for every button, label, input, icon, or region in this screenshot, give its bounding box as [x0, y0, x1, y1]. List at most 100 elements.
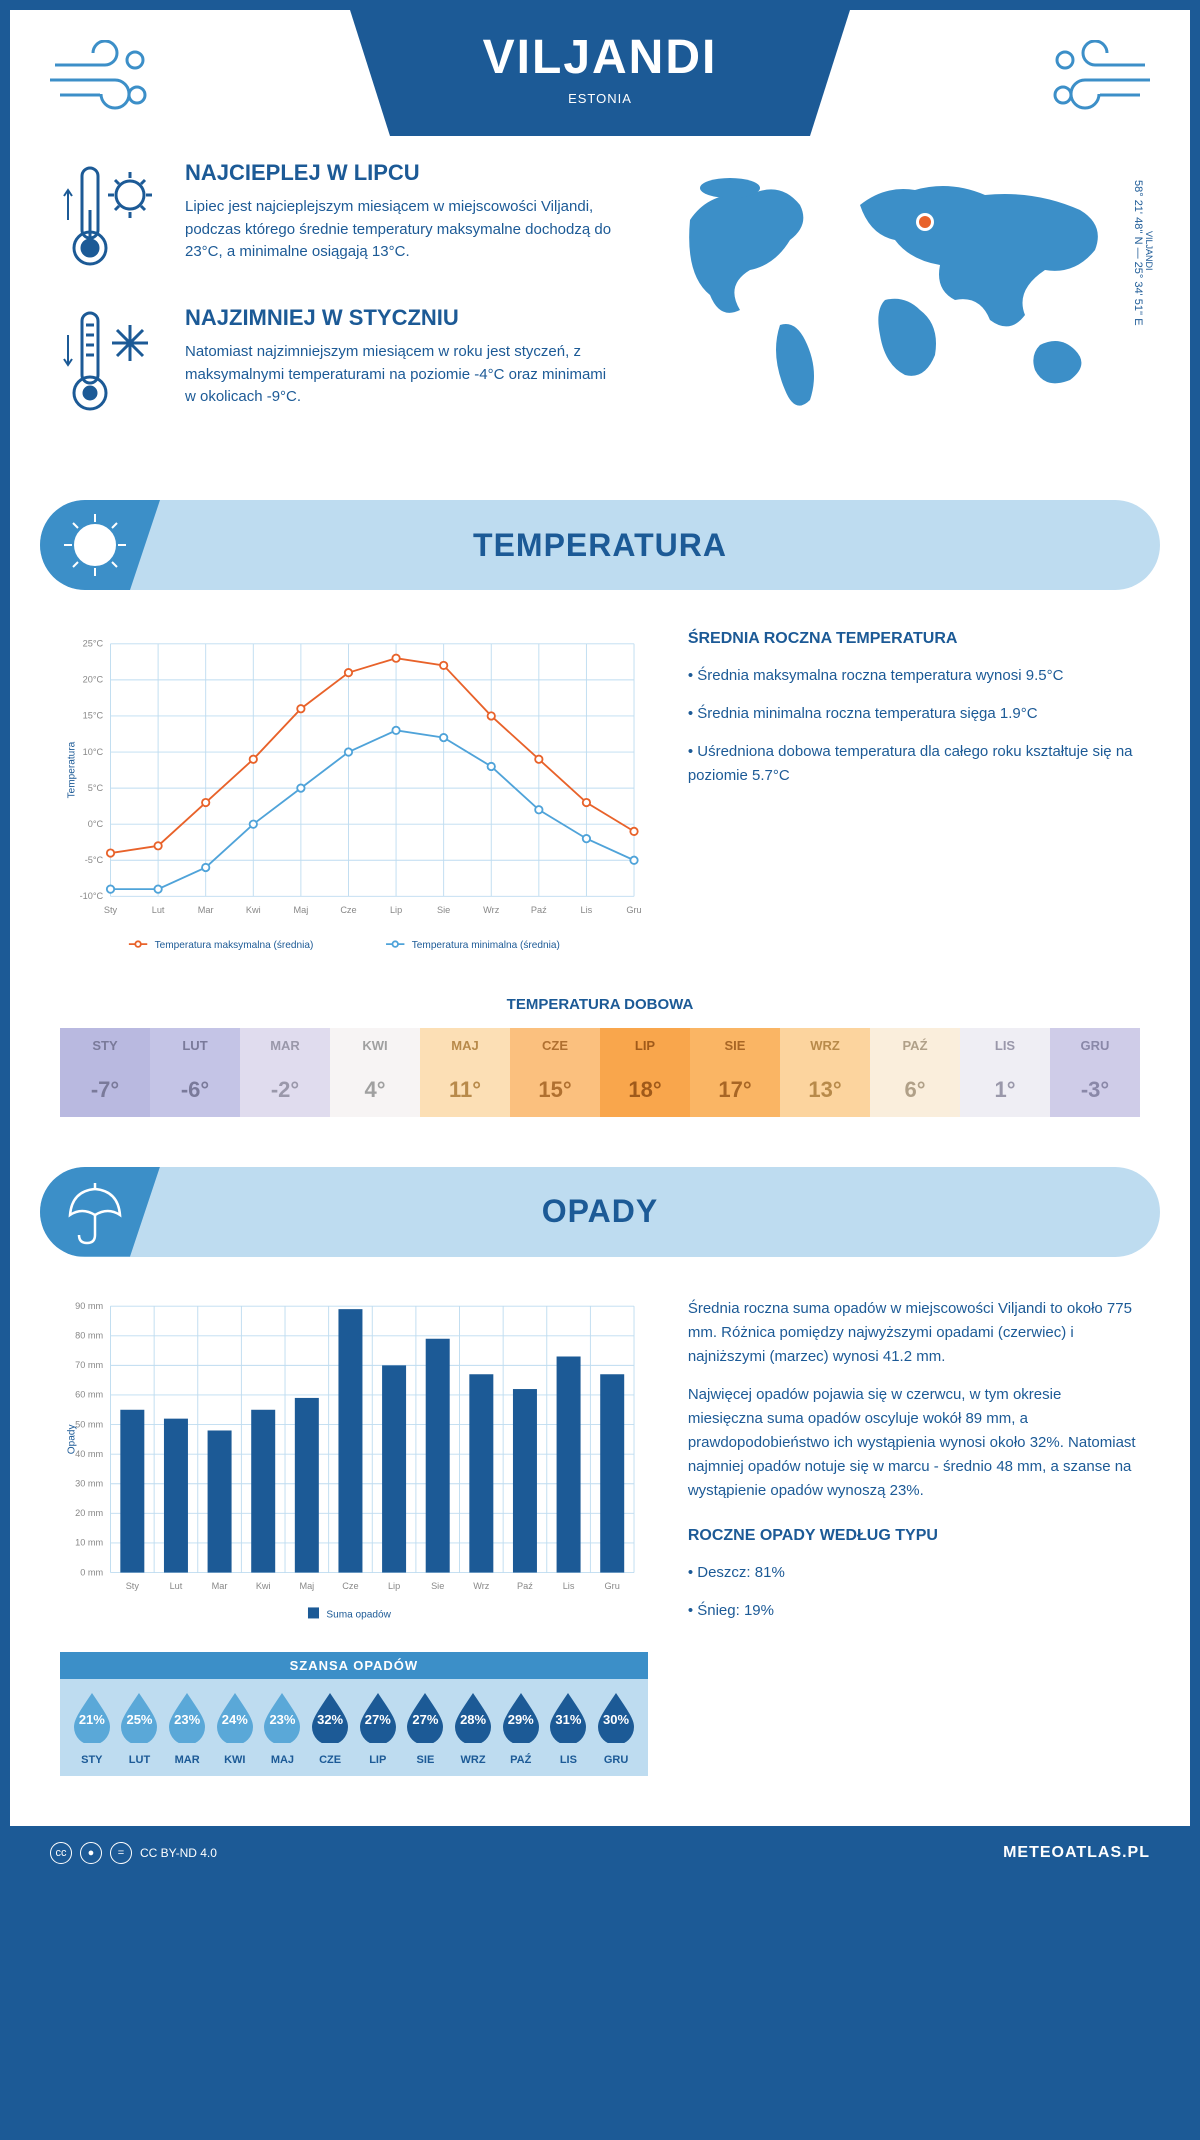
temp-summary-item: Średnia minimalna roczna temperatura się…: [688, 702, 1140, 726]
daily-temp-cell: WRZ13°: [780, 1028, 870, 1117]
rain-chance-cell: 32% CZE: [306, 1691, 354, 1766]
section-header-rain: OPADY: [40, 1167, 1160, 1257]
svg-text:Sty: Sty: [104, 905, 118, 915]
svg-text:10 mm: 10 mm: [75, 1537, 103, 1547]
daily-temp-section: TEMPERATURA DOBOWA STY-7°LUT-6°MAR-2°KWI…: [10, 996, 1190, 1147]
svg-text:Kwi: Kwi: [246, 905, 261, 915]
svg-text:Lip: Lip: [388, 1581, 400, 1591]
infographic-page: VILJANDI ESTONIA: [10, 10, 1190, 1880]
fact-warmest: NAJCIEPLEJ W LIPCU Lipiec jest najcieple…: [60, 160, 620, 275]
svg-text:Maj: Maj: [299, 1581, 314, 1591]
svg-text:0°C: 0°C: [88, 819, 104, 829]
daily-temp-cell: MAJ11°: [420, 1028, 510, 1117]
rain-chance-cell: 27% SIE: [402, 1691, 450, 1766]
svg-text:15°C: 15°C: [83, 711, 104, 721]
license: cc ● = CC BY-ND 4.0: [50, 1842, 217, 1864]
daily-temp-cell: CZE15°: [510, 1028, 600, 1117]
svg-text:Kwi: Kwi: [256, 1581, 271, 1591]
svg-text:80 mm: 80 mm: [75, 1330, 103, 1340]
temp-summary-list: Średnia maksymalna roczna temperatura wy…: [688, 664, 1140, 788]
svg-text:Paź: Paź: [517, 1581, 533, 1591]
svg-text:5°C: 5°C: [88, 783, 104, 793]
svg-text:-5°C: -5°C: [85, 855, 104, 865]
rain-chance-cell: 23% MAR: [163, 1691, 211, 1766]
svg-text:Sie: Sie: [431, 1581, 444, 1591]
daily-temp-cell: SIE17°: [690, 1028, 780, 1117]
svg-text:Cze: Cze: [340, 905, 356, 915]
site-name: METEOATLAS.PL: [1003, 1844, 1150, 1862]
daily-temp-cell: GRU-3°: [1050, 1028, 1140, 1117]
temperature-line-chart: -10°C -5°C 0°C 5°C 10°C 15°C 20°C 25°C Sty Lut Mar…: [60, 630, 648, 961]
svg-text:20°C: 20°C: [83, 675, 104, 685]
fact-coldest-text: Natomiast najzimniejszym miesiącem w rok…: [185, 341, 620, 409]
rain-bar-chart: 0 mm10 mm20 mm30 mm40 mm50 mm60 mm70 mm8…: [60, 1297, 648, 1628]
svg-text:40 mm: 40 mm: [75, 1449, 103, 1459]
rain-chance-cell: 31% LIS: [545, 1691, 593, 1766]
rain-paragraph: Najwięcej opadów pojawia się w czerwcu, …: [688, 1383, 1140, 1503]
svg-text:Lut: Lut: [170, 1581, 183, 1591]
intro-section: NAJCIEPLEJ W LIPCU Lipiec jest najcieple…: [10, 150, 1190, 480]
daily-temp-cell: LIP18°: [600, 1028, 690, 1117]
svg-text:30 mm: 30 mm: [75, 1478, 103, 1488]
rain-type-item: Deszcz: 81%: [688, 1561, 1140, 1585]
daily-temp-title: TEMPERATURA DOBOWA: [60, 996, 1140, 1013]
daily-temp-cell: LUT-6°: [150, 1028, 240, 1117]
daily-temp-cell: MAR-2°: [240, 1028, 330, 1117]
svg-text:90 mm: 90 mm: [75, 1301, 103, 1311]
title-banner: VILJANDI ESTONIA: [350, 10, 850, 136]
svg-text:Wrz: Wrz: [483, 905, 500, 915]
svg-text:10°C: 10°C: [83, 747, 104, 757]
svg-text:-10°C: -10°C: [80, 891, 104, 901]
thermometer-sun-icon: [60, 160, 160, 275]
header: VILJANDI ESTONIA: [10, 10, 1190, 150]
rain-chance-title: SZANSA OPADÓW: [60, 1652, 648, 1679]
rain-chance-cell: 29% PAŹ: [497, 1691, 545, 1766]
rain-chance-cell: 23% MAJ: [259, 1691, 307, 1766]
rain-type-item: Śnieg: 19%: [688, 1599, 1140, 1623]
svg-text:Suma opadów: Suma opadów: [326, 1609, 391, 1620]
svg-text:Opady: Opady: [67, 1423, 78, 1454]
daily-temp-cell: LIS1°: [960, 1028, 1050, 1117]
wind-icon: [1045, 40, 1155, 125]
temp-summary-item: Średnia maksymalna roczna temperatura wy…: [688, 664, 1140, 688]
rain-type-title: ROCZNE OPADY WEDŁUG TYPU: [688, 1527, 1140, 1545]
rain-type-list: Deszcz: 81% Śnieg: 19%: [688, 1561, 1140, 1623]
section-title: TEMPERATURA: [473, 527, 727, 564]
svg-text:20 mm: 20 mm: [75, 1508, 103, 1518]
svg-text:60 mm: 60 mm: [75, 1389, 103, 1399]
section-title: OPADY: [542, 1193, 658, 1230]
fact-coldest-title: NAJZIMNIEJ W STYCZNIU: [185, 305, 620, 331]
rain-chance-panel: SZANSA OPADÓW 21% STY 25% LUT 23% MAR: [60, 1652, 648, 1776]
svg-text:Temperatura maksymalna (średni: Temperatura maksymalna (średnia): [155, 940, 314, 951]
city-title: VILJANDI: [440, 30, 760, 85]
rain-paragraph: Średnia roczna suma opadów w miejscowośc…: [688, 1297, 1140, 1369]
rain-chance-cell: 24% KWI: [211, 1691, 259, 1766]
svg-text:25°C: 25°C: [83, 639, 104, 649]
svg-text:Maj: Maj: [293, 905, 308, 915]
svg-text:Gru: Gru: [626, 905, 641, 915]
fact-warmest-text: Lipiec jest najcieplejszym miesiącem w m…: [185, 196, 620, 264]
svg-text:Lis: Lis: [563, 1581, 575, 1591]
svg-text:Cze: Cze: [342, 1581, 358, 1591]
svg-text:Sie: Sie: [437, 905, 450, 915]
svg-text:Mar: Mar: [198, 905, 214, 915]
svg-text:Lis: Lis: [581, 905, 593, 915]
svg-text:Gru: Gru: [605, 1581, 620, 1591]
rain-chance-cell: 27% LIP: [354, 1691, 402, 1766]
svg-text:Wrz: Wrz: [473, 1581, 490, 1591]
footer: cc ● = CC BY-ND 4.0 METEOATLAS.PL: [10, 1826, 1190, 1880]
country-subtitle: ESTONIA: [440, 91, 760, 106]
sun-icon: [40, 500, 160, 590]
thermometer-snow-icon: [60, 305, 160, 420]
daily-temp-cell: KWI4°: [330, 1028, 420, 1117]
daily-temp-table: STY-7°LUT-6°MAR-2°KWI4°MAJ11°CZE15°LIP18…: [60, 1028, 1140, 1117]
daily-temp-cell: PAŹ6°: [870, 1028, 960, 1117]
cc-icon: cc: [50, 1842, 72, 1864]
daily-temp-cell: STY-7°: [60, 1028, 150, 1117]
svg-text:Paź: Paź: [531, 905, 547, 915]
section-header-temperature: TEMPERATURA: [40, 500, 1160, 590]
temp-summary-title: ŚREDNIA ROCZNA TEMPERATURA: [688, 630, 1140, 648]
svg-text:Lut: Lut: [152, 905, 165, 915]
rain-chance-cell: 25% LUT: [116, 1691, 164, 1766]
temp-summary-item: Uśredniona dobowa temperatura dla całego…: [688, 740, 1140, 788]
